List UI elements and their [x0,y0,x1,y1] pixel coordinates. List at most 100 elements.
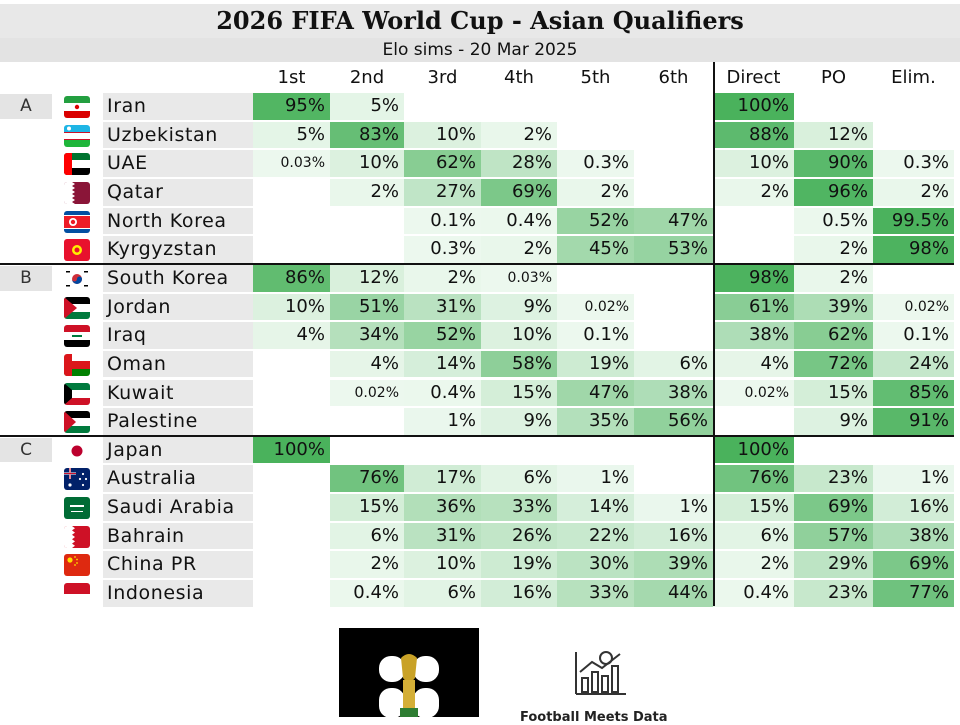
probability-cell [481,93,557,120]
probability-cell: 0.02% [557,293,634,321]
probability-cell: 0.4% [481,207,557,235]
probability-cell [253,208,330,235]
probability-cell: 9% [481,408,557,435]
probability-cell: 12% [330,264,404,292]
probability-cell [634,294,713,321]
probability-cell: 14% [557,494,634,521]
probability-cell [634,122,713,149]
probability-cell: 72% [794,350,873,378]
page-title: 2026 FIFA World Cup - Asian Qualifiers [216,6,744,35]
probability-cell: 9% [481,293,557,321]
oman-flag-icon [64,353,90,376]
kyrgyzstan-flag-icon [64,239,90,262]
team-name: Kyrgyzstan [103,236,253,263]
probability-cell: 57% [794,522,873,550]
probability-cell: 6% [404,580,481,607]
probability-cell [404,93,481,120]
probability-cell [330,208,404,235]
probability-cell: 1% [873,465,954,493]
probability-cell: 53% [634,236,713,263]
title-bar: 2026 FIFA World Cup - Asian Qualifiers [0,4,960,38]
probability-cell: 14% [404,350,481,378]
probability-cell [634,150,713,177]
probability-cell: 0.4% [330,580,404,607]
team-name: Australia [103,465,253,493]
probability-cell: 23% [794,580,873,607]
column-header: 2nd [349,67,385,88]
probability-cell: 69% [481,178,557,206]
probability-cell: 12% [794,121,873,149]
probability-cell: 1% [557,465,634,493]
probability-cell: 38% [634,379,713,407]
probability-cell: 0.02% [713,379,794,407]
probability-cell: 4% [330,350,404,378]
probability-cell: 47% [557,379,634,407]
probability-cell: 1% [634,494,713,521]
probability-cell: 83% [330,121,404,149]
south-korea-flag-icon [64,267,90,290]
probability-cell: 31% [404,522,481,550]
probability-cell: 4% [713,350,794,378]
probability-cell: 90% [794,150,873,177]
probability-cell [404,437,481,464]
probability-cell: 22% [557,522,634,550]
probability-cell [253,465,330,492]
probability-cell: 30% [557,551,634,579]
probability-cell: 23% [794,465,873,493]
column-header: 3rd [427,67,458,88]
brand-label: Football Meets Data [520,710,668,725]
probability-cell: 0.3% [557,150,634,177]
probability-cell [253,236,330,263]
probability-cell: 100% [713,93,794,120]
team-name: UAE [103,150,253,177]
north-korea-flag-icon [64,210,90,233]
probability-cell: 2% [794,264,873,292]
probability-cell: 2% [481,121,557,149]
probability-cell: 10% [481,322,557,349]
column-header: PO [820,67,847,88]
saudi-arabia-flag-icon [64,497,90,520]
probability-cell: 16% [873,494,954,521]
team-name: Kuwait [103,379,253,407]
team-name: Iran [103,93,253,120]
probability-cell [634,265,713,292]
probability-cell [713,408,794,435]
probability-cell [253,351,330,378]
probability-cell: 0.1% [404,207,481,235]
probability-cell: 19% [557,350,634,378]
probability-cell: 6% [713,522,794,550]
probability-cell: 24% [873,350,954,378]
probability-cell: 0.02% [330,379,404,407]
probability-cell: 100% [253,436,330,464]
probability-cell: 15% [713,494,794,521]
probability-cell: 15% [330,494,404,521]
probability-cell: 17% [404,465,481,493]
probability-cell: 0.02% [873,293,954,321]
probability-cell: 52% [404,322,481,349]
probability-cell: 62% [794,322,873,349]
probability-cell [330,437,404,464]
probability-cell [873,93,954,120]
column-header: Elim. [891,67,936,88]
probability-cell: 91% [873,408,954,435]
probability-cell [330,408,404,435]
probability-cell: 16% [634,522,713,550]
probability-cell: 15% [481,379,557,407]
team-name: Iraq [103,322,253,349]
probability-cell: 52% [557,207,634,235]
team-name: Bahrain [103,522,253,550]
probability-cell: 0.3% [873,150,954,177]
probability-cell: 19% [481,551,557,579]
column-header: 5th [580,67,611,88]
probability-cell: 47% [634,207,713,235]
probability-cell: 88% [713,121,794,149]
probability-cell: 1% [404,408,481,435]
iraq-flag-icon [64,325,90,348]
probability-cell: 6% [330,522,404,550]
jordan-flag-icon [64,296,90,319]
probability-cell: 61% [713,293,794,321]
page-subtitle: Elo sims - 20 Mar 2025 [382,40,578,60]
column-header: 6th [658,67,689,88]
team-name: North Korea [103,207,253,235]
probability-cell [253,523,330,550]
